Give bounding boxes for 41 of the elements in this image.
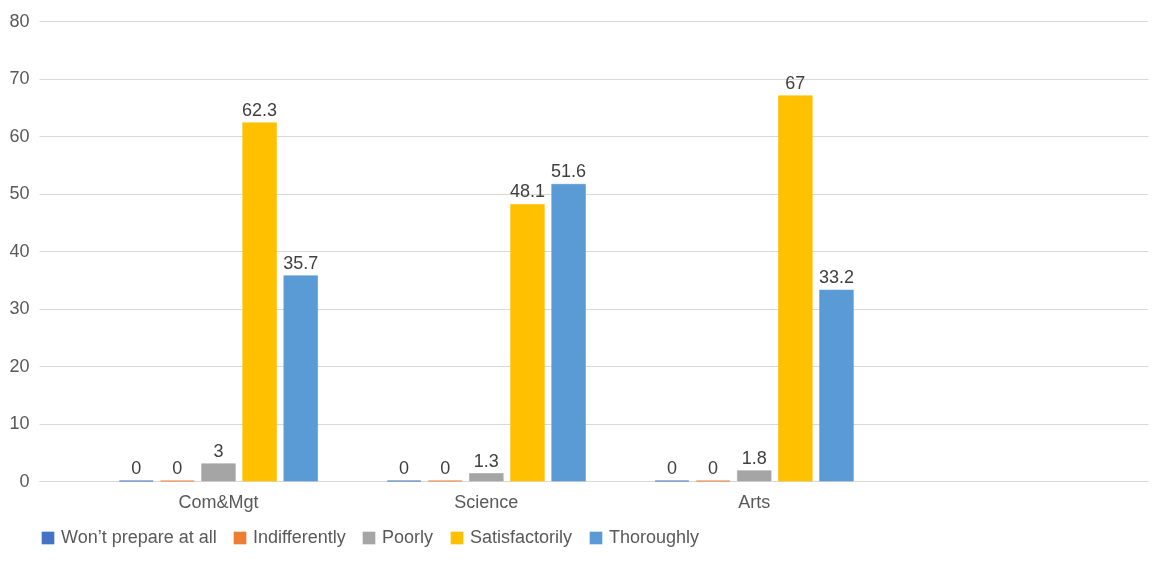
bar — [551, 184, 586, 482]
data-label: 0 — [666, 458, 677, 478]
y-tick-label: 10 — [9, 413, 30, 433]
data-label: 62.3 — [242, 99, 278, 120]
bar — [737, 470, 772, 482]
data-label: 67 — [785, 72, 806, 93]
data-label: 0 — [399, 458, 410, 478]
legend-label: Indifferently — [253, 527, 346, 547]
data-label: 51.6 — [551, 161, 587, 182]
y-tick-label: 20 — [9, 355, 30, 376]
x-tick-label: Science — [454, 491, 519, 512]
bar — [778, 95, 813, 482]
bar — [510, 204, 545, 482]
bar — [283, 275, 318, 482]
y-tick-label: 40 — [9, 240, 30, 261]
y-tick-label: 50 — [9, 183, 30, 203]
y-tick-label: 30 — [9, 298, 30, 318]
bar — [201, 463, 236, 482]
bar — [469, 473, 504, 482]
data-label: 0 — [708, 458, 719, 478]
data-label: 1.8 — [741, 447, 767, 468]
data-label: 0 — [131, 458, 142, 478]
y-tick-label: 0 — [19, 470, 30, 491]
bar — [242, 122, 277, 482]
legend-label: Poorly — [382, 527, 434, 547]
y-tick-label: 70 — [9, 68, 30, 88]
data-label: 0 — [172, 458, 183, 478]
x-tick-label: Arts — [738, 491, 771, 512]
data-label: 48.1 — [509, 181, 545, 202]
data-label: 33.2 — [818, 267, 854, 288]
legend-label: Won’t prepare at all — [61, 527, 217, 547]
y-tick-label: 80 — [9, 10, 30, 31]
legend-label: Satisfactorily — [470, 527, 573, 547]
legend-label: Thoroughly — [609, 527, 700, 547]
data-label: 1.3 — [473, 450, 499, 471]
data-label: 3 — [213, 440, 224, 461]
data-label: 0 — [440, 458, 451, 478]
x-tick-label: Com&Mgt — [178, 491, 259, 512]
data-label: 35.7 — [283, 252, 319, 273]
y-tick-label: 60 — [9, 125, 30, 146]
bar — [819, 289, 854, 482]
